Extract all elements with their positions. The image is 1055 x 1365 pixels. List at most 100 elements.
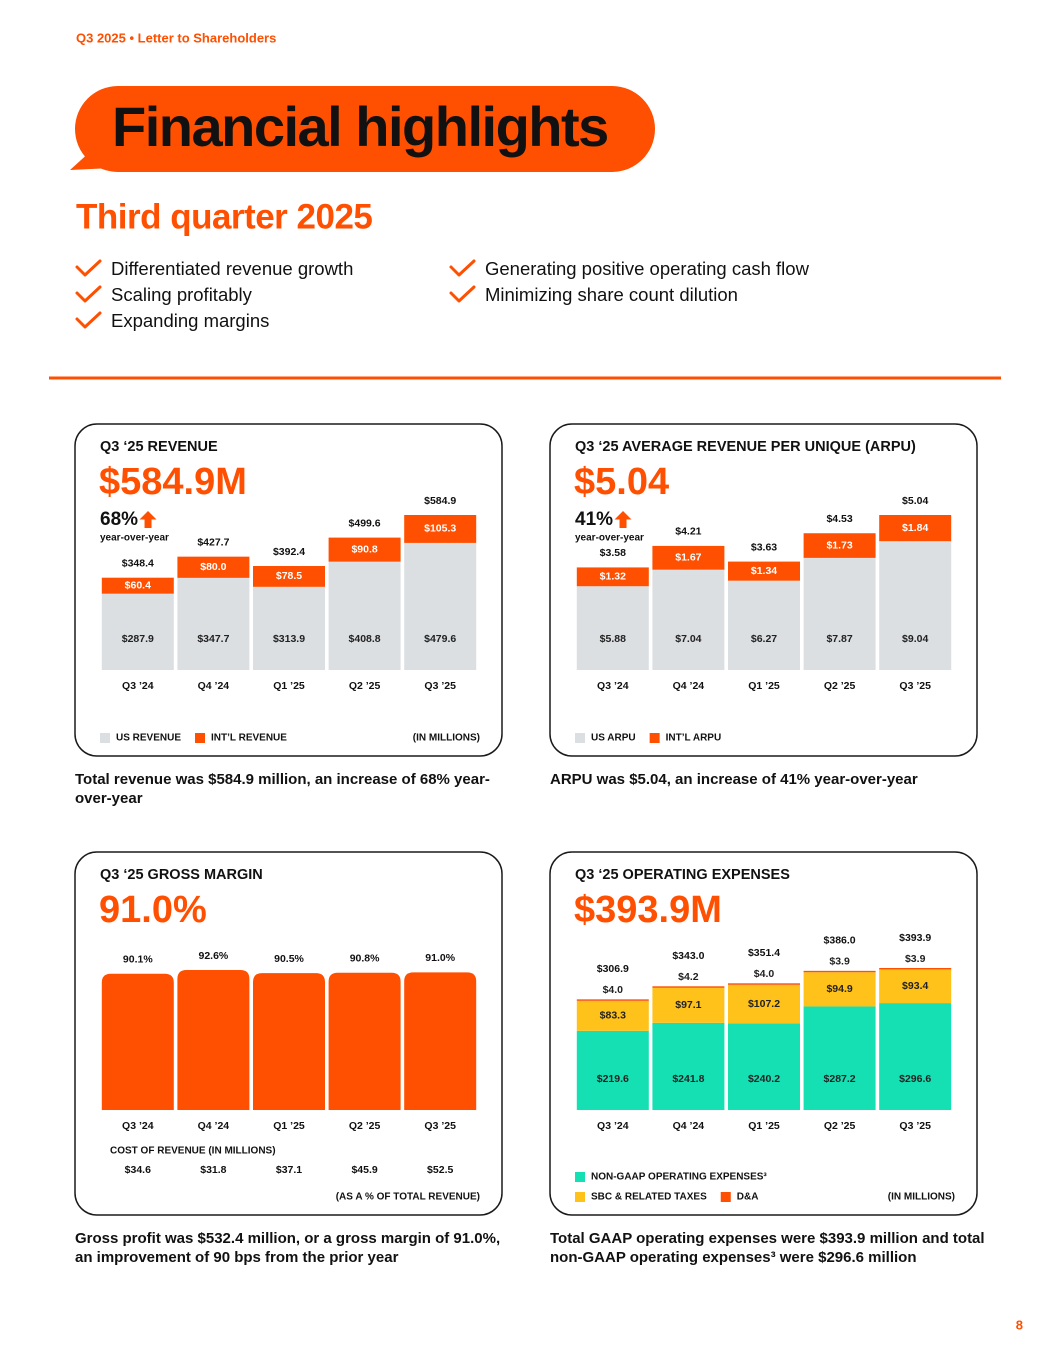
bar-value-label: $60.4	[125, 579, 151, 591]
x-tick-label: Q4 ’24	[673, 1120, 705, 1132]
legend-swatch	[575, 1192, 585, 1202]
section-subtitle: Third quarter 2025	[76, 197, 372, 236]
bar-segment	[328, 537, 401, 562]
bar-total-label: $306.9	[597, 963, 629, 975]
unit-note: (AS A % OF TOTAL REVENUE)	[336, 1192, 480, 1203]
bar-value-label: $313.9	[273, 633, 305, 645]
bar-segment	[803, 533, 876, 558]
legend-swatch	[575, 1172, 585, 1182]
bar-value-label: $93.4	[902, 980, 928, 992]
legend-swatch	[195, 733, 206, 743]
bar-total-label: $343.0	[672, 950, 704, 962]
bar-segment	[803, 1006, 876, 1110]
change-arrow	[139, 511, 157, 528]
bar-value-label: $241.8	[672, 1073, 704, 1085]
x-tick-label: Q1 ’25	[748, 680, 780, 692]
x-tick-label: Q2 ’25	[349, 680, 381, 692]
bar-value-label: $4.0	[754, 968, 775, 980]
x-tick-label: Q2 ’25	[824, 680, 856, 692]
bar-value-label: $240.2	[748, 1073, 780, 1085]
legend-swatch	[649, 733, 660, 743]
bar-value-label: $3.9	[829, 956, 850, 968]
bar-total-label: $393.9	[899, 932, 931, 944]
bar-value-label: $347.7	[197, 633, 229, 645]
bar-value-label: $1.34	[751, 565, 777, 577]
bar-segment	[177, 556, 250, 578]
bar-total-label: $3.58	[600, 547, 626, 559]
chart-headline: $5.04	[574, 461, 669, 503]
check-icon	[75, 285, 102, 303]
bar-segment	[728, 984, 800, 1024]
bar-segment	[652, 545, 725, 570]
legend-label: INT’L ARPU	[666, 733, 722, 744]
unit-note: (IN MILLIONS)	[413, 733, 480, 744]
cost-label: $37.1	[276, 1164, 302, 1176]
highlight-item: Differentiated revenue growth	[111, 258, 353, 279]
bar-value-label: $4.2	[678, 971, 699, 983]
bar-value-label: $105.3	[424, 523, 456, 535]
legend-label: SBC & RELATED TAXES	[591, 1192, 707, 1203]
bar-value-label: $107.2	[748, 998, 780, 1010]
chart-title: Q3 ‘25 OPERATING EXPENSES	[575, 867, 790, 883]
legend-label: NON-GAAP OPERATING EXPENSES³	[591, 1172, 767, 1183]
bar-total-label: $427.7	[197, 536, 229, 548]
bar-segment	[328, 561, 401, 670]
bar-value-label: $408.8	[349, 633, 381, 645]
x-tick-label: Q3 ’25	[424, 1120, 456, 1132]
title-pill-tail	[70, 150, 112, 170]
bar	[253, 973, 325, 1110]
change-note: year-over-year	[100, 533, 169, 544]
check-icon	[449, 285, 476, 303]
bar-value-label: $7.04	[675, 633, 701, 645]
cost-label: $52.5	[427, 1164, 453, 1176]
cost-title: COST OF REVENUE (IN MILLIONS)	[110, 1146, 276, 1157]
page-title: Financial highlights	[112, 95, 608, 158]
page-number: 8	[1016, 1317, 1023, 1332]
bar-value-label: $479.6	[424, 633, 456, 645]
bar-segment	[576, 999, 649, 1001]
bar-value-label: $287.9	[122, 633, 154, 645]
title-pill	[75, 86, 655, 172]
bar-value-label: $1.32	[600, 571, 626, 583]
bar-segment	[253, 566, 325, 587]
bar-total-label: $584.9	[424, 495, 456, 507]
bar-segment	[652, 1022, 725, 1110]
legend-label: US ARPU	[591, 733, 636, 744]
highlight-item: Scaling profitably	[111, 284, 253, 305]
bar-segment	[576, 586, 649, 670]
bar-total-label: $4.53	[826, 513, 852, 525]
cost-label: $45.9	[351, 1164, 377, 1176]
change-arrow	[614, 511, 632, 528]
bar-segment	[652, 987, 725, 1023]
check-icon	[449, 259, 476, 277]
change-value: 41%	[575, 509, 613, 530]
bar	[177, 970, 250, 1110]
bar-total-label: $348.4	[122, 557, 154, 569]
bar-total-label: $386.0	[824, 935, 856, 947]
bar-value-label: $78.5	[276, 570, 302, 582]
bar-segment	[879, 968, 952, 970]
bar-total-label: $5.04	[902, 495, 928, 507]
chart-title: Q3 ‘25 AVERAGE REVENUE PER UNIQUE (ARPU)	[575, 439, 916, 455]
legend-swatch	[575, 733, 585, 743]
bar-segment	[101, 593, 174, 670]
chart-caption: ARPU was $5.04, an increase of 41% year-…	[550, 771, 918, 788]
chart-caption: Total GAAP operating expenses were $393.…	[550, 1230, 985, 1266]
legend-label: INT’L REVENUE	[211, 733, 287, 744]
running-title: Q3 2025 • Letter to Shareholders	[76, 30, 276, 45]
highlight-item: Expanding margins	[111, 310, 269, 331]
x-tick-label: Q1 ’25	[748, 1120, 780, 1132]
bar-segment	[728, 983, 800, 985]
x-tick-label: Q4 ’24	[673, 680, 705, 692]
bar-value-label: $94.9	[826, 983, 852, 995]
legend-swatch	[720, 1192, 731, 1202]
bar-value-label: $83.3	[600, 1010, 626, 1022]
bar-value-label: $219.6	[597, 1073, 629, 1085]
bar-segment	[728, 1023, 800, 1110]
chart-headline: 91.0%	[99, 889, 207, 931]
chart-headline: $393.9M	[574, 889, 722, 931]
bar-segment	[101, 577, 174, 594]
bar	[404, 972, 477, 1110]
cost-label: $31.8	[200, 1164, 226, 1176]
change-value: 68%	[100, 509, 138, 530]
